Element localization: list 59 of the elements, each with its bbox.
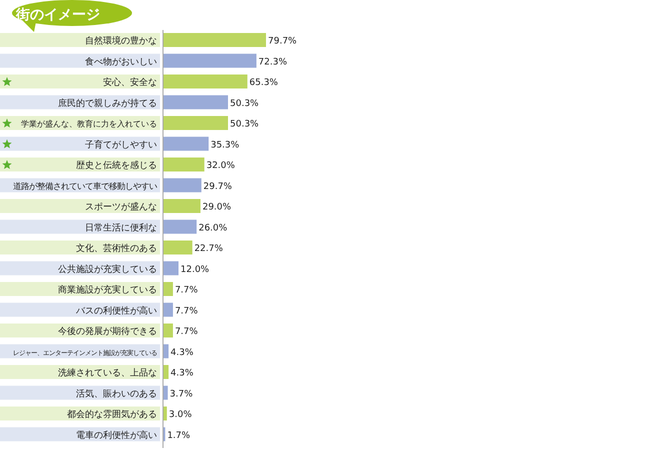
data-label: 29.0% (202, 202, 232, 212)
bar (163, 365, 169, 379)
bar (163, 116, 228, 130)
data-label: 3.0% (168, 410, 192, 420)
y-tick-label: 食べ物がおいしい (85, 56, 157, 68)
bar (163, 136, 209, 151)
y-tick-label: 商業施設が充実している (58, 284, 157, 296)
bar (163, 344, 169, 358)
y-tick-label: 洗練されている、上品な (58, 368, 157, 378)
bar (163, 302, 173, 317)
y-tick-label: 都会的な雰囲気がある (67, 409, 157, 420)
bar (163, 74, 248, 88)
y-tick-label: 歴史と伝統を感じる (76, 160, 157, 171)
data-label: 7.7% (174, 306, 198, 316)
data-label: 4.3% (170, 368, 194, 378)
y-tick-label: 公共施設が充実している (58, 264, 157, 275)
data-label: 7.7% (174, 327, 198, 337)
bar (163, 240, 192, 254)
y-tick-label: 日常生活に便利な (85, 222, 157, 234)
bar (163, 324, 173, 338)
bar (163, 220, 197, 234)
y-tick-label: 活気、賑わいのある (76, 388, 157, 400)
bar (163, 261, 179, 276)
bar (163, 386, 168, 400)
bar (163, 54, 256, 68)
data-label: 3.7% (170, 389, 194, 400)
bar (163, 282, 173, 296)
data-label: 12.0% (180, 264, 210, 275)
bar (163, 33, 266, 47)
data-label: 1.7% (167, 430, 191, 441)
data-label: 29.7% (203, 182, 232, 192)
y-tick-label: 文化、芸術性のある (76, 243, 157, 254)
data-label: 50.3% (230, 120, 260, 130)
y-tick-label: 自然環境の豊かな (85, 36, 157, 46)
data-label: 22.7% (194, 244, 224, 254)
y-tick-label: 庶民的で親しみが持てる (58, 98, 157, 109)
bar (163, 178, 202, 192)
data-label: 79.7% (268, 36, 298, 46)
data-label: 4.3% (170, 348, 194, 358)
data-label: 35.3% (210, 140, 240, 150)
y-tick-label: 道路が整備されていて車で移動しやすい (13, 180, 157, 191)
bar (163, 406, 167, 420)
bar (163, 158, 204, 172)
data-label: 32.0% (206, 161, 236, 171)
y-tick-label: 子育てがしやすい (85, 139, 157, 150)
bar (163, 95, 228, 110)
data-label: 72.3% (258, 57, 288, 68)
data-label: 50.3% (230, 98, 260, 109)
y-tick-label: 電車の利便性が高い (76, 430, 157, 441)
chart-title: 街のイメージ (15, 7, 100, 23)
y-tick-label: 今後の発展が期待できる (58, 326, 157, 337)
data-label: 7.7% (174, 286, 198, 296)
data-label: 65.3% (249, 78, 278, 88)
y-tick-label: バスの利便性が高い (75, 305, 157, 316)
bar (163, 199, 200, 213)
y-tick-label: スポーツが盛んな (85, 202, 157, 212)
y-tick-label: 学業が盛んな、教育に力を入れている (21, 118, 157, 128)
y-tick-label: 安心、安全な (103, 77, 157, 88)
data-label: 26.0% (198, 223, 228, 234)
